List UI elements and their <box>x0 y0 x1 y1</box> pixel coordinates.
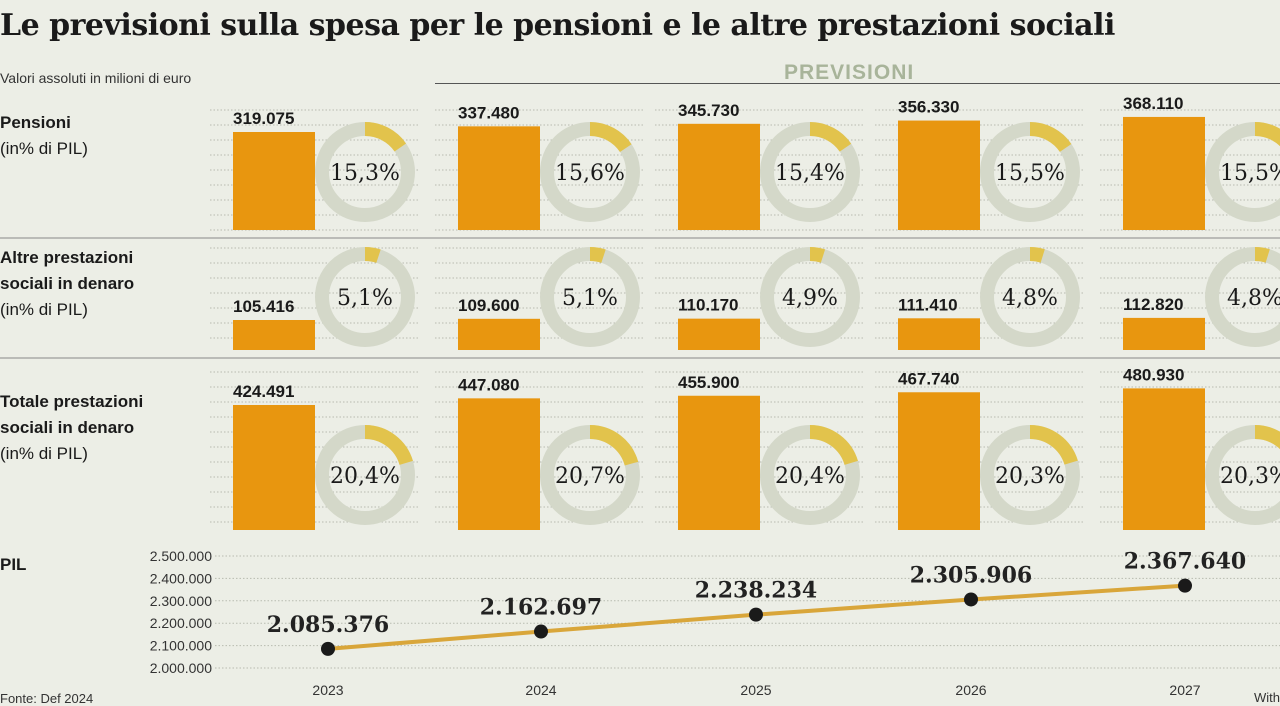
donut-pct-label: 20,7% <box>555 464 625 489</box>
row-label-altre: Altre prestazioni sociali in denaro (in% … <box>0 248 135 319</box>
donut-segment <box>980 247 1080 347</box>
pil-point-2023 <box>321 641 335 656</box>
bar-2026 <box>898 392 980 530</box>
donut-pct-label: 4,8% <box>1002 286 1058 311</box>
chart-title: Le previsioni sulla spesa per le pension… <box>0 8 1115 43</box>
donut-segment <box>760 122 860 222</box>
source-note: Fonte: Def 2024 <box>0 691 94 706</box>
bar-value-label: 111.410 <box>898 295 958 314</box>
bar-value-label: 455.900 <box>678 373 739 392</box>
credit-note: Withub <box>1254 690 1280 705</box>
donut-segment <box>315 247 415 347</box>
donut-segment <box>540 247 640 347</box>
forecast-label: PREVISIONI <box>784 61 915 84</box>
donut-segment <box>760 247 860 347</box>
donut-pct-label: 15,3% <box>330 161 400 186</box>
pil-point-2025 <box>749 607 763 622</box>
bar-value-label: 467.740 <box>898 369 959 388</box>
bar-2023 <box>233 320 315 350</box>
y-tick-label: 2.300.000 <box>150 593 212 609</box>
bar-2024 <box>458 126 540 230</box>
y-tick-label: 2.400.000 <box>150 570 212 586</box>
bar-value-label: 105.416 <box>233 297 294 316</box>
donut-segment <box>1205 247 1280 347</box>
row-label-pil: PIL <box>0 555 27 574</box>
donut-pct-label: 15,5% <box>1220 161 1280 186</box>
bar-2024 <box>458 398 540 530</box>
donut-pct-label: 15,5% <box>995 161 1065 186</box>
donut-segment <box>760 425 860 525</box>
bar-2026 <box>898 318 980 350</box>
donut-segment <box>980 425 1080 525</box>
pil-point-2024 <box>534 624 548 639</box>
bar-2024 <box>458 318 540 350</box>
donut-segment <box>1205 122 1280 222</box>
x-tick-label: 2027 <box>1169 682 1200 698</box>
bar-2025 <box>678 318 760 350</box>
x-tick-label: 2024 <box>525 682 556 698</box>
bar-value-label: 112.820 <box>1123 295 1184 314</box>
donut-segment <box>540 425 640 525</box>
bar-value-label: 480.930 <box>1123 365 1184 384</box>
bar-2027 <box>1123 317 1205 350</box>
donut-segment <box>1205 425 1280 525</box>
row-label-totale: Totale prestazioni sociali in denaro (in%… <box>0 392 144 463</box>
donut-pct-label: 4,9% <box>782 286 838 311</box>
y-tick-label: 2.000.000 <box>150 660 212 676</box>
bar-2026 <box>898 120 980 230</box>
bar-2027 <box>1123 388 1205 530</box>
donut-segment <box>540 122 640 222</box>
donut-pct-label: 5,1% <box>562 286 618 311</box>
forecast-divider <box>435 83 1280 84</box>
donut-pct-label: 4,8% <box>1227 286 1280 311</box>
bar-2023 <box>233 132 315 230</box>
donut-pct-label: 20,4% <box>775 464 845 489</box>
donut-pct-label: 15,4% <box>775 161 845 186</box>
bar-2025 <box>678 123 760 230</box>
donut-pct-label: 5,1% <box>337 286 393 311</box>
bar-value-label: 319.075 <box>233 109 294 128</box>
donut-segment <box>315 425 415 525</box>
pil-value-label: 2.085.376 <box>267 612 389 638</box>
bar-value-label: 109.600 <box>458 296 519 315</box>
bar-value-label: 368.110 <box>1123 94 1184 113</box>
y-tick-label: 2.500.000 <box>150 548 212 564</box>
donut-pct-label: 20,3% <box>995 464 1065 489</box>
bar-value-label: 356.330 <box>898 98 959 117</box>
donut-pct-label: 15,6% <box>555 161 625 186</box>
bar-value-label: 337.480 <box>458 103 519 122</box>
donut-pct-label: 20,3% <box>1220 464 1280 489</box>
bar-value-label: 447.080 <box>458 375 519 394</box>
pil-value-label: 2.162.697 <box>480 595 602 621</box>
x-tick-label: 2025 <box>740 682 771 698</box>
bar-2027 <box>1123 116 1205 230</box>
pil-value-label: 2.367.640 <box>1124 549 1246 575</box>
x-tick-label: 2023 <box>312 682 343 698</box>
y-tick-label: 2.100.000 <box>150 638 212 654</box>
bar-value-label: 345.730 <box>678 101 739 120</box>
pil-point-2026 <box>964 592 978 607</box>
donut-segment <box>980 122 1080 222</box>
donut-segment <box>315 122 415 222</box>
x-tick-label: 2026 <box>955 682 986 698</box>
bar-2023 <box>233 405 315 530</box>
chart-subtitle: Valori assoluti in milioni di euro <box>0 70 192 86</box>
bar-value-label: 424.491 <box>233 382 294 401</box>
donut-pct-label: 20,4% <box>330 464 400 489</box>
pil-value-label: 2.305.906 <box>910 562 1032 588</box>
row-label-pensioni: Pensioni (in% di PIL) <box>0 113 88 158</box>
pil-value-label: 2.238.234 <box>695 578 817 604</box>
bar-2025 <box>678 395 760 530</box>
bar-value-label: 110.170 <box>678 296 739 315</box>
pil-point-2027 <box>1178 578 1192 593</box>
y-tick-label: 2.200.000 <box>150 615 212 631</box>
